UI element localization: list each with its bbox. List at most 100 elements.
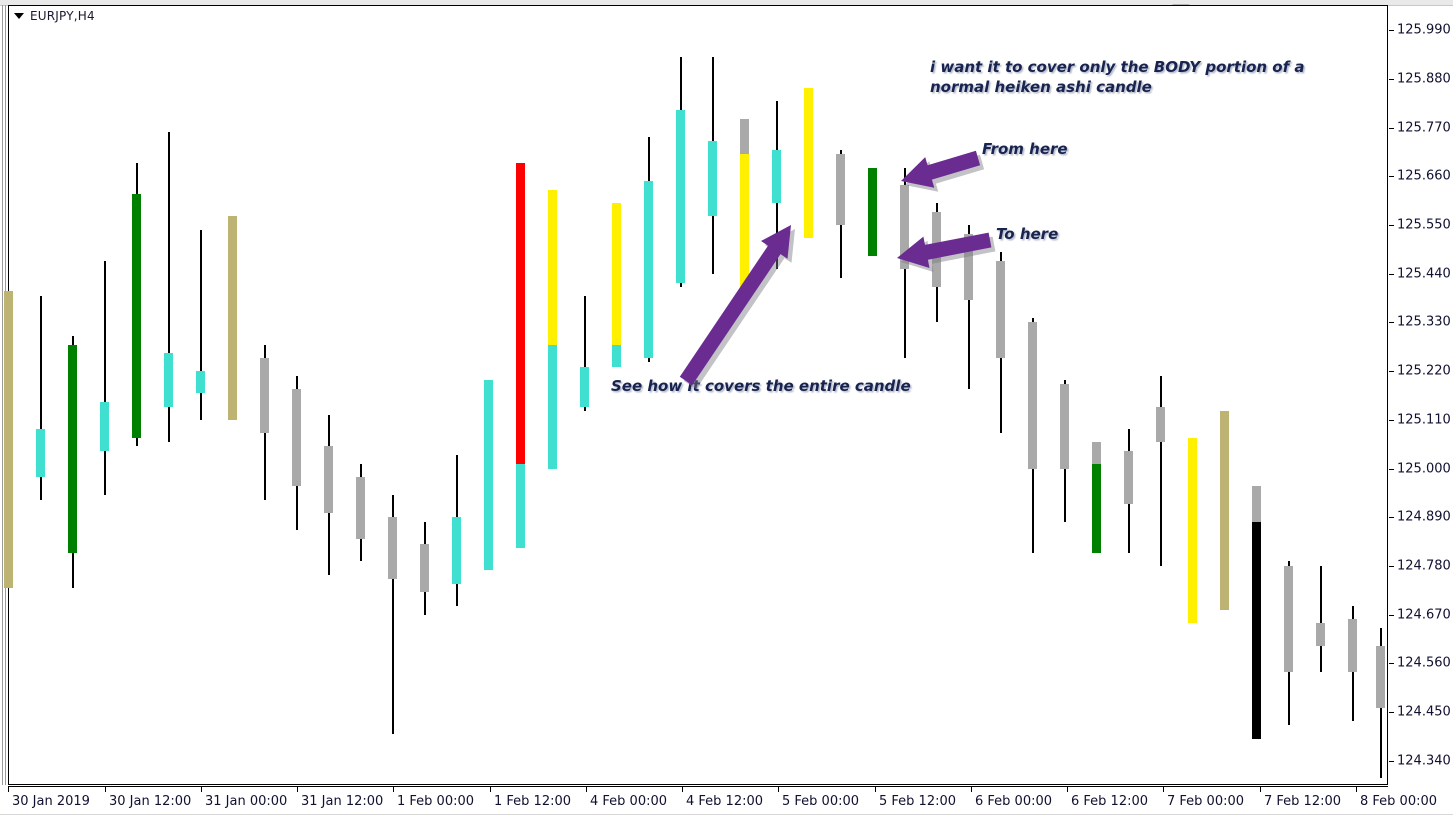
symbol-label: EURJPY,H4 [30,9,95,23]
time-axis-label: 1 Feb 12:00 [494,794,572,809]
price-axis-label: 125.330 [1397,314,1451,330]
candle-body [260,357,269,434]
price-axis-tick [1389,127,1394,129]
time-axis[interactable]: 30 Jan 2019 30 Jan 12:00 31 Jan 00:00 31 Ja… [0,786,1453,816]
chart-plot-area[interactable] [4,5,1388,785]
time-axis-label: 5 Feb 12:00 [879,794,957,809]
indicator-overlay-bar [4,291,13,589]
price-axis-tick [1389,760,1394,762]
candle-body [292,388,301,487]
time-axis-label: 6 Feb 12:00 [1071,794,1149,809]
indicator-overlay-bar [1252,521,1261,739]
indicator-overlay-bar [804,87,813,239]
time-axis-rule [8,786,1388,787]
time-axis-label: 5 Feb 00:00 [782,794,860,809]
candle-body [1028,322,1037,469]
time-axis-label: 1 Feb 00:00 [397,794,475,809]
candle-wick [1320,565,1322,673]
indicator-overlay-bar [1188,437,1197,624]
time-axis-label: 31 Jan 00:00 [205,794,288,809]
price-axis-label: 125.770 [1397,120,1451,136]
price-axis[interactable]: 125.990 125.880 125.770 125.660 125.550 125.4… [1389,0,1453,790]
candle-body [1124,450,1133,504]
candle-body [676,110,685,283]
candle-wick [104,260,106,496]
price-axis-tick [1389,565,1394,567]
indicator-overlay-bar [868,167,877,257]
chevron-down-icon[interactable] [14,13,24,19]
arrow-covers-icon [679,225,795,390]
time-axis-label: 31 Jan 12:00 [301,794,384,809]
price-axis-label: 124.450 [1397,704,1451,720]
candle-body [964,233,973,301]
annotation-body-note: i want it to cover only the BODY portion… [930,58,1305,97]
time-axis-label: 4 Feb 00:00 [590,794,668,809]
time-axis-label: 7 Feb 00:00 [1167,794,1245,809]
price-axis-tick [1389,371,1394,373]
indicator-overlay-bar [1220,410,1229,611]
candle-body [68,344,77,553]
candle-body [708,140,717,217]
candle-body [1348,619,1357,673]
candle-body [164,353,173,407]
indicator-overlay-bar [740,118,749,155]
candle-body [1376,645,1385,708]
candle-wick [584,295,586,411]
price-axis-label: 125.110 [1397,412,1451,428]
time-axis-label: 30 Jan 2019 [12,794,90,809]
candle-body [772,149,781,203]
candle-wick [968,225,970,389]
time-axis-tick [393,786,394,792]
price-axis-label: 124.890 [1397,509,1451,525]
time-axis-label: 4 Feb 12:00 [686,794,764,809]
candle-body [452,517,461,584]
time-axis-tick [586,786,587,792]
candle-body [388,517,397,580]
candle-wick [392,495,394,735]
price-axis-tick [1389,79,1394,81]
indicator-overlay-bar [516,464,525,549]
arrow-to-here-icon [897,232,996,272]
candle-body [100,402,109,451]
symbol-label-group[interactable]: EURJPY,H4 [14,9,95,23]
time-axis-tick [1163,786,1164,792]
candle-body [900,185,909,270]
time-axis-label: 7 Feb 12:00 [1264,794,1342,809]
price-axis-tick [1389,273,1394,275]
price-axis-tick [1389,322,1394,324]
time-axis-tick [971,786,972,792]
price-axis-label: 124.670 [1397,607,1451,623]
candle-wick [200,229,202,420]
indicator-overlay-bar [1092,464,1101,553]
indicator-overlay-bar [1252,486,1261,522]
time-axis-tick [1356,786,1357,792]
candle-body [836,154,845,226]
price-axis-tick [1389,663,1394,665]
time-axis-tick [778,786,779,792]
price-axis-tick [1389,614,1394,616]
time-axis-tick [682,786,683,792]
candle-body [996,260,1005,358]
indicator-overlay-bar [548,189,557,345]
time-axis-tick [8,786,9,792]
time-axis-tick [490,786,491,792]
price-axis-label: 124.780 [1397,558,1451,574]
candle-body [132,194,141,438]
price-axis-label: 125.660 [1397,168,1451,184]
candle-body [1060,384,1069,469]
candle-wick [1160,375,1162,566]
candle-wick [40,295,42,500]
candle-body [1316,623,1325,646]
price-axis-tick [1389,225,1394,227]
indicator-overlay-bar [612,202,621,345]
time-axis-tick [105,786,106,792]
price-axis-label: 125.000 [1397,461,1451,477]
time-axis-label: 8 Feb 00:00 [1360,794,1438,809]
time-axis-tick [1067,786,1068,792]
time-axis-tick [1260,786,1261,792]
price-axis-label: 124.340 [1397,753,1451,769]
time-axis-tick [297,786,298,792]
candle-body [580,366,589,407]
candle-wick [168,132,170,442]
candle-body [356,477,365,540]
